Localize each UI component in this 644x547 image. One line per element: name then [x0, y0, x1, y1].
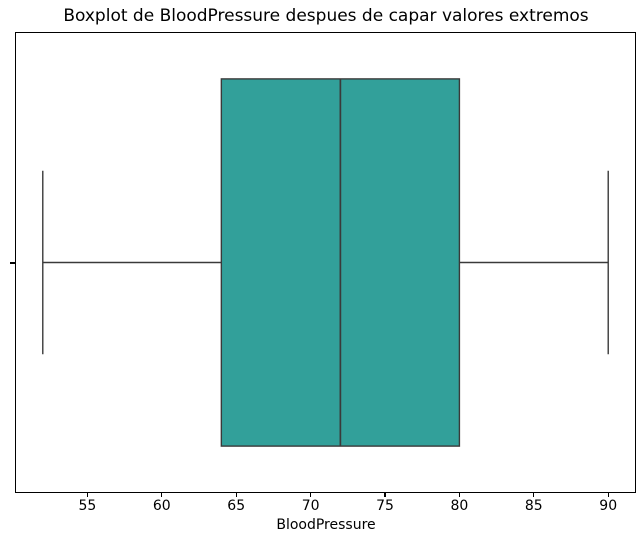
x-tick-mark — [458, 493, 460, 497]
x-axis-label: BloodPressure — [276, 517, 376, 533]
x-tick-label: 70 — [301, 498, 320, 514]
x-tick-label: 90 — [599, 498, 618, 514]
x-axis-ticks: 55 60 65 70 75 80 85 90 — [0, 493, 644, 533]
boxplot-canvas — [42, 78, 609, 447]
chart-title: Boxplot de BloodPressure despues de capa… — [63, 6, 589, 26]
y-axis-tick-mark — [10, 262, 15, 264]
x-tick-mark — [607, 493, 609, 497]
x-tick-mark — [161, 493, 163, 497]
x-tick-label: 85 — [524, 498, 543, 514]
x-tick-label: 55 — [78, 498, 97, 514]
plot-area — [15, 32, 636, 493]
x-tick-mark — [310, 493, 312, 497]
x-tick-mark — [533, 493, 535, 497]
x-tick-label: 65 — [227, 498, 246, 514]
x-tick-mark — [384, 493, 386, 497]
x-tick-label: 60 — [152, 498, 171, 514]
x-tick-mark — [86, 493, 88, 497]
x-tick-mark — [235, 493, 237, 497]
x-tick-label: 75 — [376, 498, 394, 514]
x-tick-label: 80 — [450, 498, 469, 514]
